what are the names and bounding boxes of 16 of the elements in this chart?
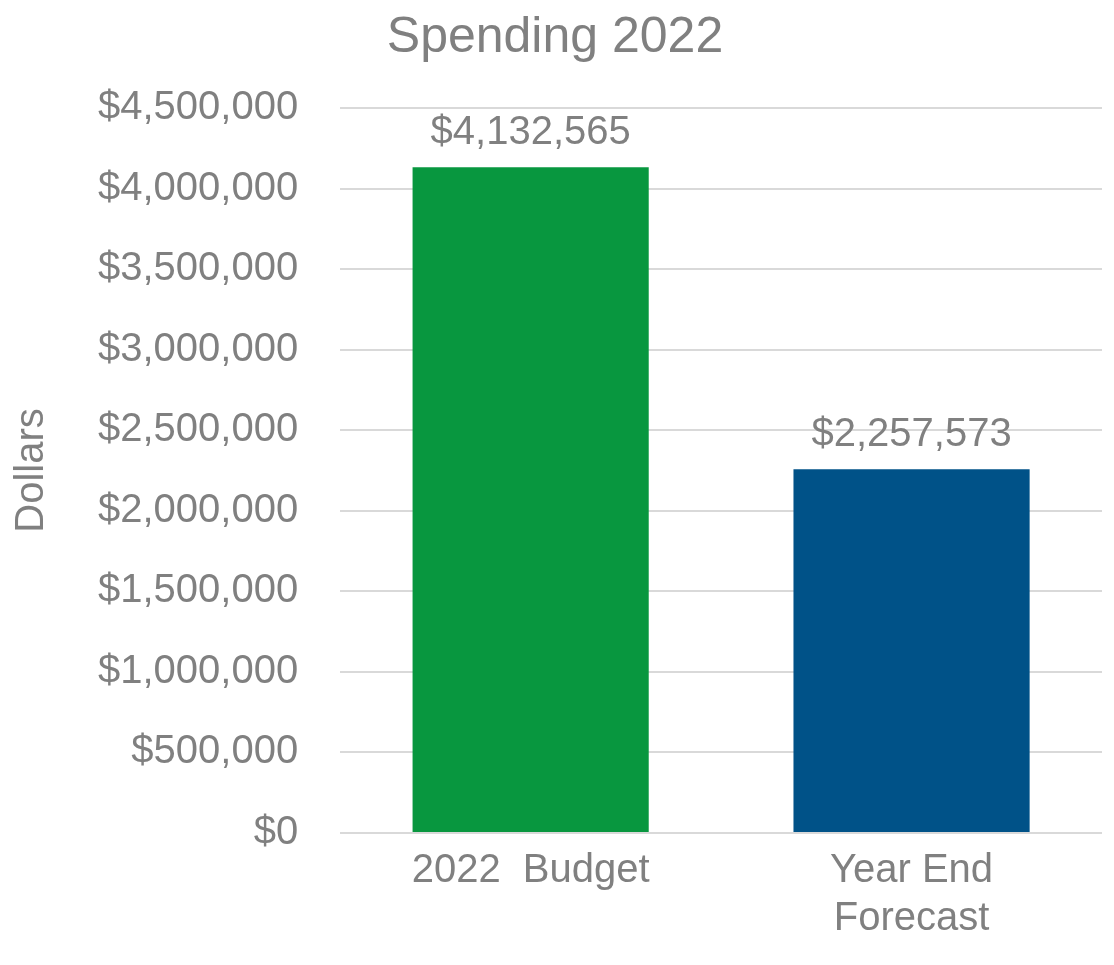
y-tick-label: $1,500,000 <box>97 566 299 611</box>
y-tick-label: $4,000,000 <box>97 163 299 208</box>
chart-title: Spending 2022 <box>386 6 724 63</box>
x-tick-label: 2022 Budget <box>411 846 650 891</box>
y-tick-label: $1,000,000 <box>97 646 299 691</box>
data-label: $4,132,565 <box>430 108 631 153</box>
x-tick-label: Year End Forecast <box>829 846 994 939</box>
y-tick-label: $2,500,000 <box>97 405 299 450</box>
y-tick-label: $500,000 <box>131 727 299 772</box>
y-tick-label: $3,500,000 <box>97 244 299 289</box>
y-tick-label: $3,000,000 <box>97 324 299 369</box>
data-label: $2,257,573 <box>811 410 1012 455</box>
y-axis-title: Dollars <box>7 408 52 533</box>
y-tick-label: $2,000,000 <box>97 485 299 530</box>
y-tick-label: $0 <box>253 808 299 853</box>
y-tick-label: $4,500,000 <box>97 83 299 128</box>
